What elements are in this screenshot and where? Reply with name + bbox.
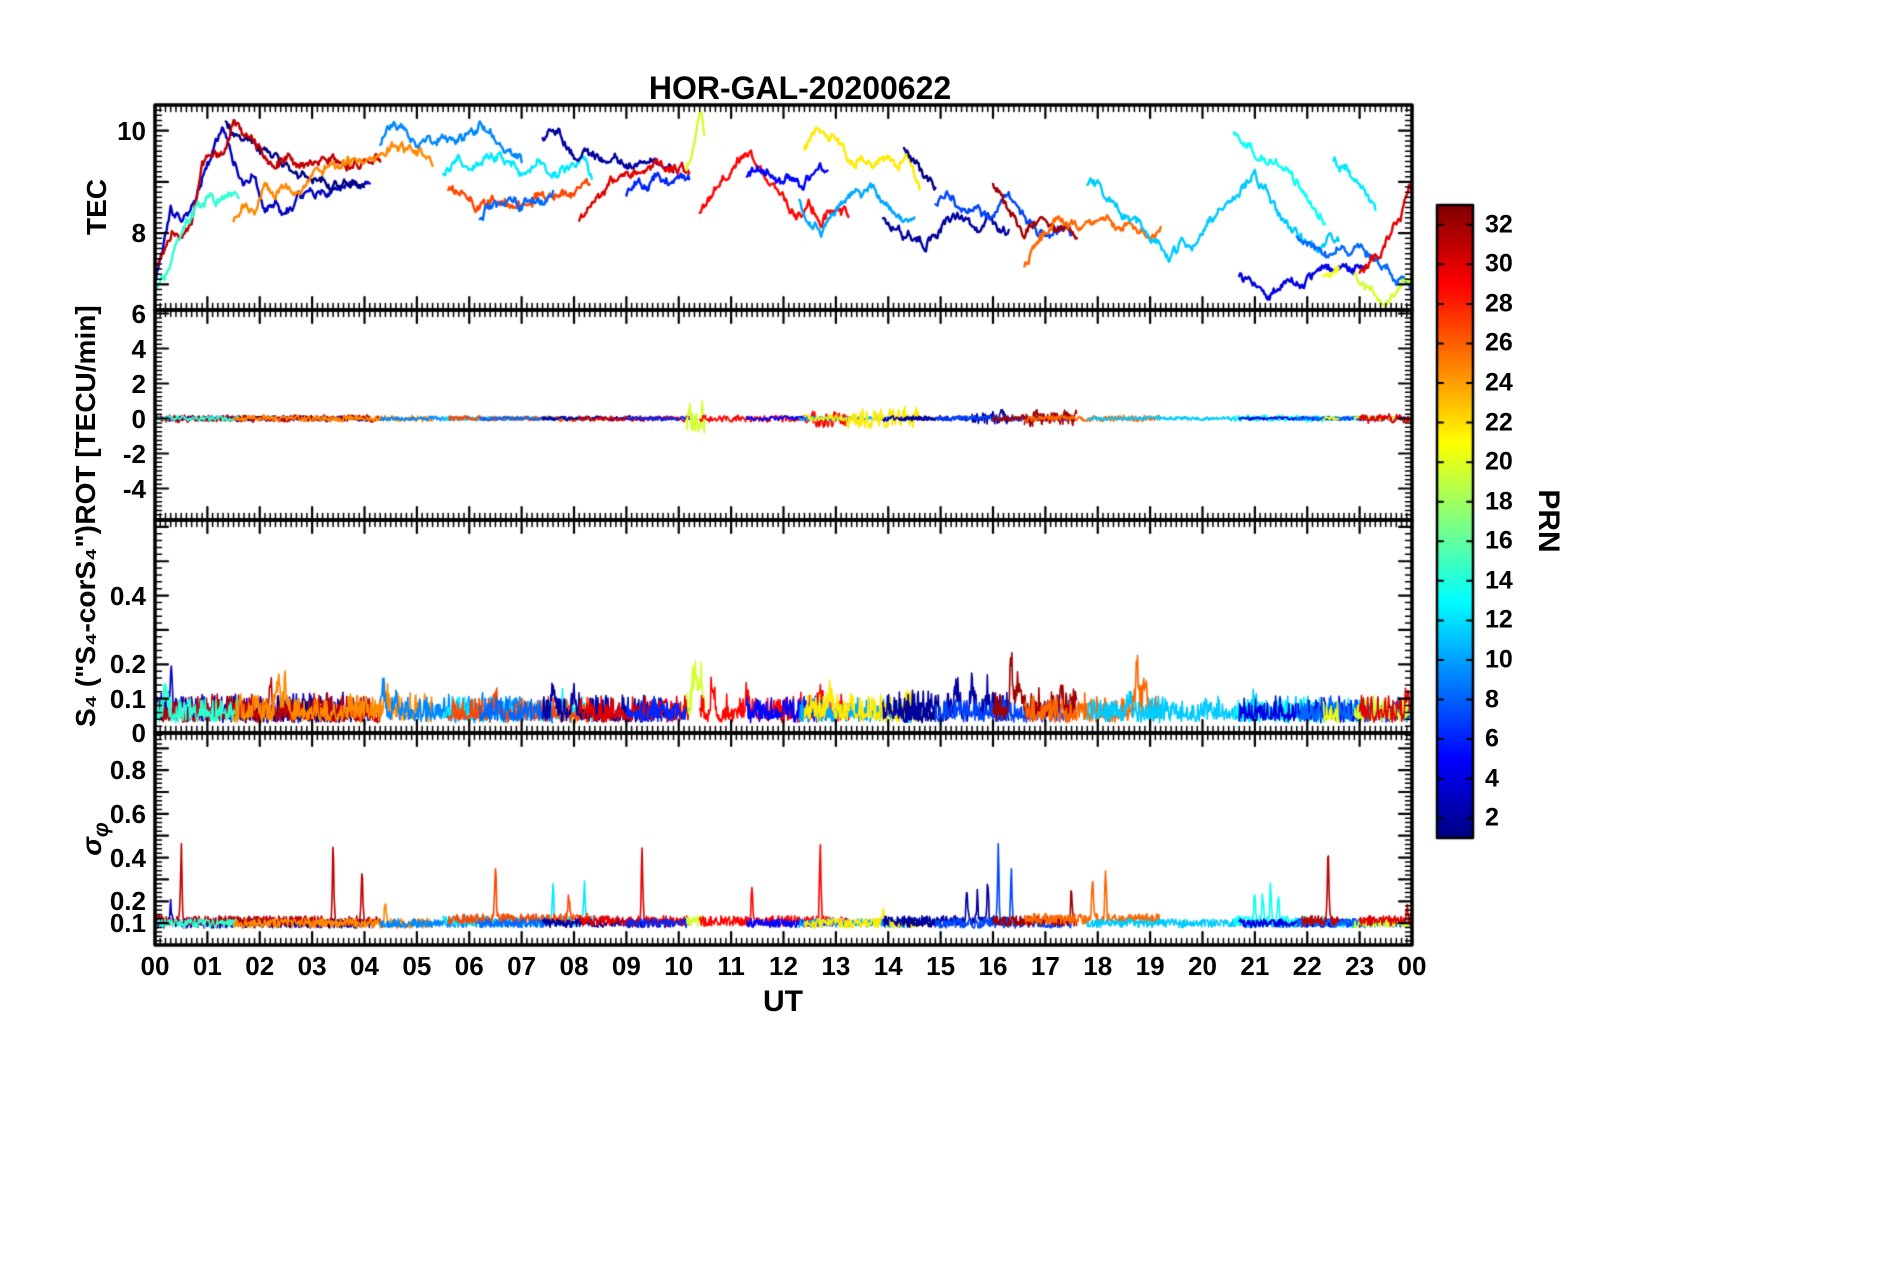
y-tick-label: 4 [131,333,146,364]
colorbar-tick-label: 28 [1485,289,1513,318]
y-tick-label: -2 [122,438,146,469]
colorbar-tick-label: 32 [1485,210,1513,239]
y-axis-label-rot: ROT [TECU/min] [70,305,101,525]
colorbar-tick-label: 30 [1485,249,1513,278]
y-tick-label: 2 [131,368,146,399]
colorbar-tick-label: 4 [1485,764,1499,793]
y-tick-label: 8 [131,218,146,249]
x-tick-label: 10 [664,951,694,981]
x-tick-label: 22 [1292,951,1322,981]
y-tick-label: 0.8 [109,755,146,786]
x-tick-label: 04 [350,951,379,981]
colorbar-tick-label: 10 [1485,645,1513,674]
colorbar-tick-label: 8 [1485,685,1499,714]
sigma-symbol: σ [76,837,108,856]
x-tick-label: 19 [1135,951,1165,981]
y-tick-label: -4 [122,473,146,504]
x-tick-label: 05 [402,951,432,981]
y-tick-label: 6 [131,298,146,329]
y-tick-label: 0.6 [109,798,146,829]
y-axis-label-tec: TEC [81,179,112,235]
colorbar-tick-label: 16 [1485,526,1513,555]
y-tick-label: 0 [131,403,146,434]
y-tick-label: 0.1 [109,908,146,939]
x-tick-label: 12 [769,951,798,981]
x-tick-label: 00 [1397,951,1427,981]
colorbar-tick-label: 22 [1485,408,1513,437]
colorbar-label: PRN [1532,489,1565,553]
y-tick-label: 0.1 [109,683,146,714]
y-axis-label-s4: S₄ ("S₄-corS₄") [70,525,101,727]
x-tick-label: 21 [1240,951,1270,981]
x-tick-label: 00 [140,951,170,981]
y-tick-label: 0.4 [109,580,146,611]
x-tick-label: 03 [297,951,327,981]
x-tick-label: 01 [192,951,222,981]
y-tick-label: 0 [131,718,146,748]
x-tick-label: 17 [1030,951,1060,981]
x-tick-label: 08 [559,951,589,981]
colorbar-tick-label: 12 [1485,605,1513,634]
x-tick-label: 20 [1188,951,1217,981]
x-tick-label: 09 [611,951,641,981]
colorbar-tick-label: 26 [1485,328,1513,357]
chart-title: HOR-GAL-20200622 [648,70,952,106]
colorbar-tick-label: 18 [1485,487,1513,516]
y-tick-label: 0.2 [109,886,146,917]
x-tick-label: 23 [1345,951,1375,981]
x-tick-label: 14 [873,951,903,981]
colorbar-tick-label: 20 [1485,447,1513,476]
colorbar-tick-label: 24 [1485,368,1513,397]
y-tick-label: 0.2 [109,649,146,680]
colorbar-tick-label: 6 [1485,724,1499,753]
x-tick-label: 15 [926,951,956,981]
y-tick-label: 0.4 [109,842,146,873]
x-tick-label: 07 [507,951,537,981]
colorbar-tick-label: 14 [1485,566,1513,595]
x-tick-label: 11 [717,951,745,981]
y-axis-label-sigma-phi: σφ [76,822,114,855]
x-tick-label: 13 [821,951,851,981]
colorbar-tick-label: 2 [1485,803,1499,832]
x-tick-label: 18 [1083,951,1113,981]
x-tick-label: 06 [454,951,484,981]
x-tick-label: 02 [245,951,275,981]
y-tick-label: 10 [117,115,146,146]
x-axis-label: UT [763,985,803,1018]
x-tick-label: 16 [978,951,1008,981]
